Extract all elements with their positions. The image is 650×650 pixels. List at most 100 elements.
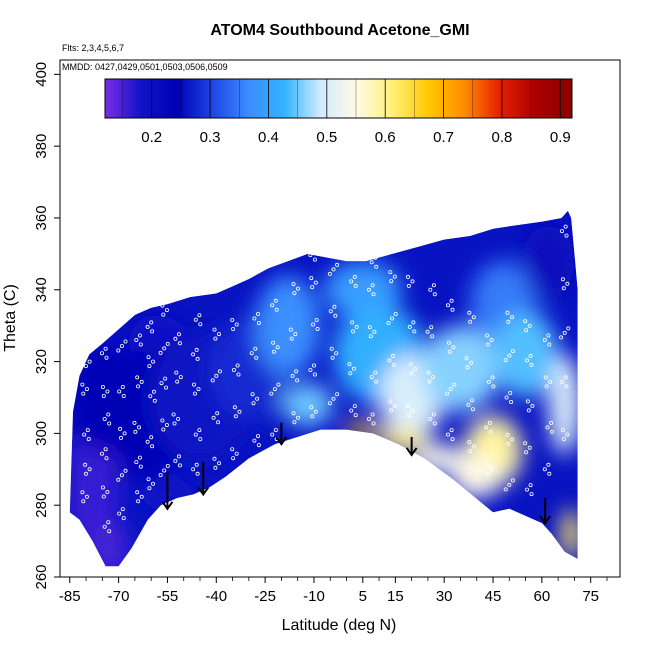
flight-point: [178, 375, 183, 380]
flights-note: Flts: 2,3,4,5,6,7: [62, 43, 124, 53]
flight-point: [173, 336, 178, 341]
flight-point: [389, 279, 394, 284]
flight-point: [308, 367, 313, 372]
flight-point: [489, 467, 494, 472]
flight-point: [123, 468, 128, 473]
field-cell: [522, 225, 575, 297]
flight-point: [191, 382, 196, 387]
flight-point: [366, 416, 371, 421]
flight-point: [312, 372, 317, 377]
flight-point: [390, 316, 395, 321]
flight-point: [150, 481, 155, 486]
x-axis: -85 -70 -55 -40 -25 -10 5 15 30 45 60 75: [59, 577, 608, 605]
flight-point: [309, 405, 314, 410]
flight-point: [255, 311, 260, 316]
flight-point: [119, 320, 124, 325]
flight-point: [471, 315, 476, 320]
flight-point: [564, 233, 569, 238]
flight-point: [467, 310, 472, 315]
flight-point: [293, 332, 298, 337]
flight-point: [466, 402, 471, 407]
flight-point: [328, 309, 333, 314]
flight-point: [295, 415, 300, 420]
y-tick-label: 280: [33, 493, 50, 518]
field-cell: [255, 275, 321, 377]
flight-point: [527, 445, 532, 450]
flight-point: [447, 349, 452, 354]
colorbar-tick-label: 0.5: [316, 129, 337, 146]
flight-point: [449, 298, 454, 303]
flight-point: [86, 437, 91, 442]
flight-point: [161, 427, 166, 432]
flight-point: [295, 378, 300, 383]
flight-point: [235, 363, 240, 368]
field-cell: [343, 422, 383, 437]
flight-point: [445, 432, 450, 437]
flight-point: [230, 317, 235, 322]
flight-point: [468, 449, 473, 454]
flight-point: [149, 320, 154, 325]
flight-point: [100, 351, 105, 356]
flight-point: [406, 283, 411, 288]
flight-point: [173, 458, 178, 463]
flight-point: [158, 350, 163, 355]
flight-point: [149, 435, 154, 440]
field-cell: [323, 261, 402, 319]
flight-point: [150, 444, 155, 449]
flight-point: [335, 262, 340, 267]
flight-point: [120, 507, 125, 512]
annotation-arrowhead: [539, 515, 551, 525]
flight-point: [253, 346, 258, 351]
flight-point: [174, 370, 179, 375]
y-axis: 260 280 300 320 340 360 380 400: [33, 62, 60, 590]
x-tick-label: 60: [534, 588, 551, 605]
flight-point: [486, 379, 491, 384]
flight-point: [428, 416, 433, 421]
colorbar-tick-label: 0.4: [258, 129, 279, 146]
flight-point: [196, 387, 201, 392]
flight-point: [256, 443, 261, 448]
flight-point: [254, 355, 259, 360]
flight-point: [485, 471, 490, 476]
flight-point: [330, 355, 335, 360]
flight-point: [429, 325, 434, 330]
flight-point: [373, 255, 378, 260]
flight-point: [210, 378, 215, 383]
colorbar-tick-label: 0.3: [200, 129, 221, 146]
y-tick-label: 380: [33, 134, 50, 159]
flight-point: [116, 477, 121, 482]
flight-point: [485, 462, 490, 467]
flight-point: [352, 404, 357, 409]
flight-point: [251, 401, 256, 406]
flight-point: [374, 379, 379, 384]
flight-point: [104, 355, 109, 360]
flight-point: [134, 460, 139, 465]
flight-point: [374, 264, 379, 269]
flight-point: [269, 391, 274, 396]
flight-point: [331, 396, 336, 401]
flight-point: [274, 307, 279, 312]
annotation-arrowhead: [161, 501, 174, 511]
flight-point: [216, 461, 221, 466]
flight-point: [146, 355, 151, 360]
flight-point: [193, 432, 198, 437]
flight-point: [271, 340, 276, 345]
flight-point: [83, 462, 88, 467]
flight-point: [405, 404, 410, 409]
flight-point: [507, 353, 512, 358]
flight-point: [216, 332, 221, 337]
colorbar-tick-label: 0.6: [375, 129, 396, 146]
flight-point: [163, 385, 168, 390]
flight-point: [369, 375, 374, 380]
flight-point: [290, 373, 295, 378]
flight-point: [161, 312, 166, 317]
field-cell: [492, 311, 559, 398]
flight-point: [172, 421, 177, 426]
flight-point: [388, 399, 393, 404]
flight-point: [349, 408, 354, 413]
y-tick-label: 300: [33, 421, 50, 446]
flight-point: [145, 439, 150, 444]
flight-point: [528, 353, 533, 358]
flight-point: [427, 379, 432, 384]
annotation-arrowhead: [275, 436, 288, 446]
